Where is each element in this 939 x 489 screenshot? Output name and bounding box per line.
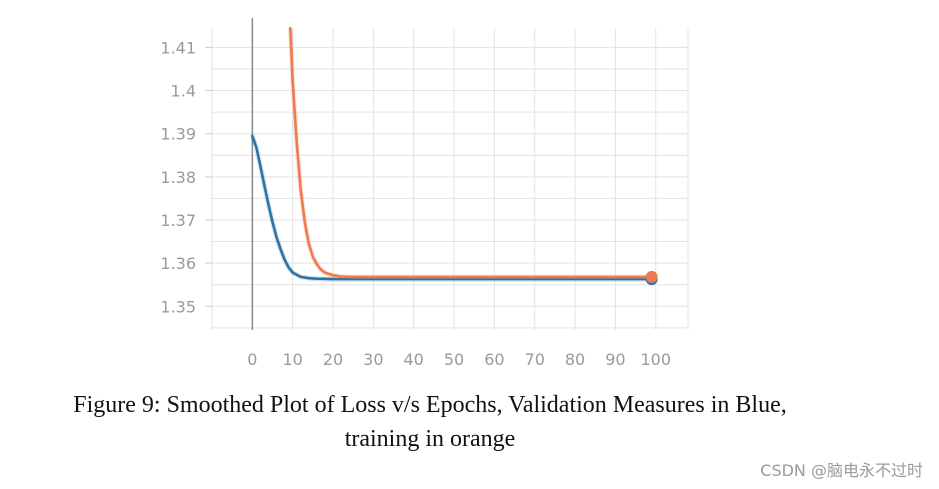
- x-tick-label: 50: [444, 350, 464, 369]
- series-training-line: [288, 26, 654, 279]
- figure-caption-line-1: Figure 9: Smoothed Plot of Loss v/s Epoc…: [73, 392, 787, 418]
- x-tick-label: 100: [640, 350, 671, 369]
- x-tick-label: 90: [605, 350, 625, 369]
- figure-caption-line-2: training in orange: [344, 426, 516, 452]
- x-tick-label: 80: [565, 350, 585, 369]
- series-training-shadow: [287, 27, 652, 280]
- y-tick-label: 1.39: [160, 125, 196, 144]
- y-tick-label: 1.37: [160, 211, 196, 230]
- x-tick-label: 30: [363, 350, 383, 369]
- x-tick-label: 70: [525, 350, 545, 369]
- x-tick-label: 20: [323, 350, 343, 369]
- y-tick-label: 1.35: [160, 297, 196, 316]
- x-tick-label: 10: [282, 350, 302, 369]
- x-tick-label: 0: [247, 350, 257, 369]
- series-group: [249, 26, 658, 286]
- y-tick-label: 1.41: [160, 38, 196, 57]
- loss-epochs-chart: 1.35 1.36 1.37 1.38 1.39 1.4 1.41 0 10 20 30 40 50 60…: [160, 18, 689, 369]
- grid-lines: [211, 28, 689, 330]
- series-training-end-marker: [645, 270, 658, 283]
- x-tick-label: 40: [404, 350, 424, 369]
- series-validation-line: [251, 134, 654, 281]
- y-tick-label: 1.36: [160, 254, 196, 273]
- x-tick-label: 60: [484, 350, 504, 369]
- y-tick-label: 1.38: [160, 168, 196, 187]
- tick-labels: 1.35 1.36 1.37 1.38 1.39 1.4 1.41 0 10 20 30 40 50 60…: [160, 38, 671, 369]
- watermark: CSDN @脑电永不过时: [760, 461, 923, 480]
- y-tick-label: 1.4: [171, 82, 196, 101]
